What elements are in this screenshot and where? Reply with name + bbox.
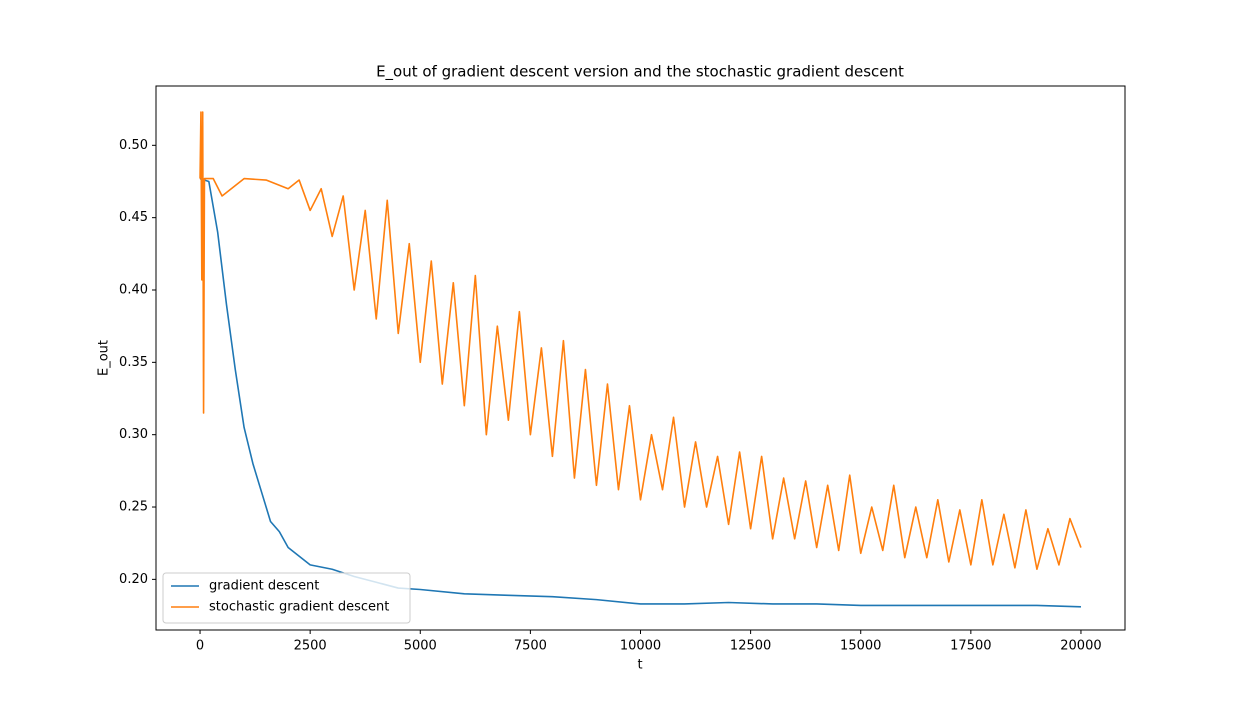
x-tick-label: 15000 xyxy=(840,639,881,654)
y-tick-label: 0.50 xyxy=(119,138,148,153)
y-tick-label: 0.30 xyxy=(119,427,148,442)
y-tick-label: 0.25 xyxy=(119,500,148,515)
y-tick-label: 0.35 xyxy=(119,355,148,370)
x-tick-label: 10000 xyxy=(620,639,661,654)
x-tick-label: 12500 xyxy=(730,639,771,654)
y-tick-label: 0.45 xyxy=(119,210,148,225)
chart-title: E_out of gradient descent version and th… xyxy=(376,63,904,82)
x-tick-label: 0 xyxy=(196,639,204,654)
x-tick-label: 7500 xyxy=(514,639,547,654)
plot-frame xyxy=(155,85,1126,631)
x-axis-label: t xyxy=(637,658,642,673)
legend-label: stochastic gradient descent xyxy=(209,600,389,615)
x-tick-label: 20000 xyxy=(1060,639,1101,654)
x-tick-label: 17500 xyxy=(950,639,991,654)
line-series xyxy=(199,111,1082,571)
legend-box xyxy=(162,572,411,624)
y-tick-label: 0.20 xyxy=(119,572,148,587)
y-axis-label: E_out xyxy=(97,340,112,376)
legend-label: gradient descent xyxy=(209,579,319,594)
y-tick-label: 0.40 xyxy=(119,283,148,298)
x-tick-label: 2500 xyxy=(294,639,327,654)
x-tick-label: 5000 xyxy=(404,639,437,654)
